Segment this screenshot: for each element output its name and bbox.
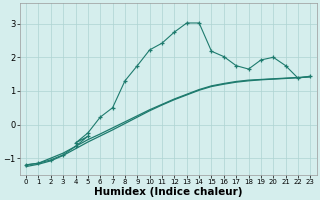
X-axis label: Humidex (Indice chaleur): Humidex (Indice chaleur) xyxy=(94,187,243,197)
